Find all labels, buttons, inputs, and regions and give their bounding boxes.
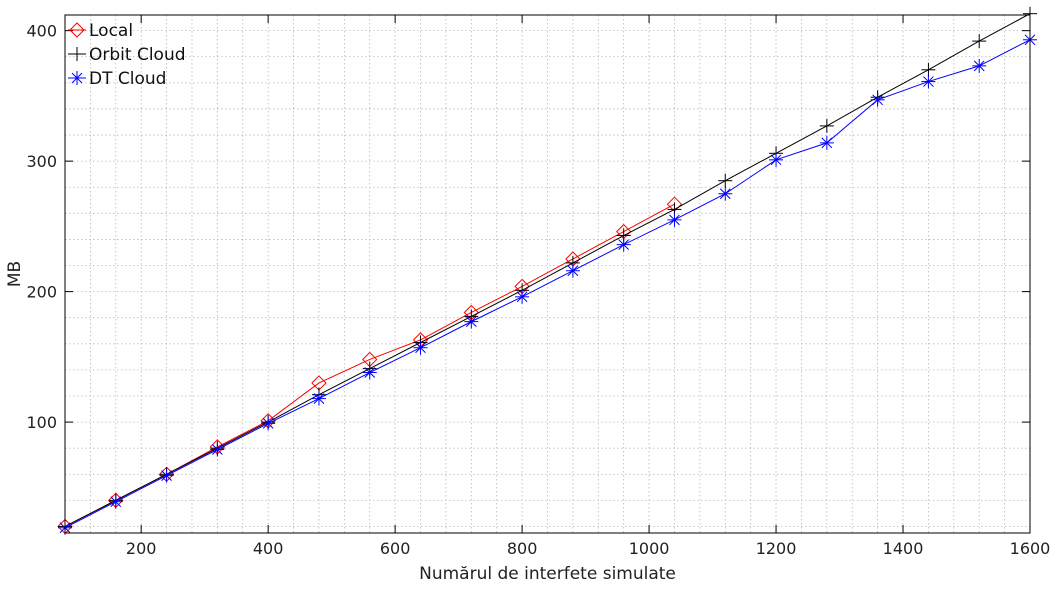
data-point-orbit-cloud: [718, 173, 733, 188]
legend-marker: [70, 47, 84, 61]
legend-item-local: Local: [68, 21, 133, 41]
data-point-dt-cloud: [210, 442, 225, 457]
x-axis-label: Numărul de interfete simulate: [419, 564, 676, 584]
legend-label: Orbit Cloud: [89, 45, 186, 65]
data-point-dt-cloud: [261, 416, 276, 431]
x-tick-label: 1600: [1010, 539, 1051, 558]
x-tick-label: 400: [253, 539, 284, 558]
legend-item-dt-cloud: DT Cloud: [68, 69, 166, 89]
data-point-dt-cloud: [108, 494, 123, 509]
x-tick-label: 600: [380, 539, 411, 558]
series-layer: [57, 6, 1037, 535]
x-tick-label: 1200: [756, 539, 797, 558]
legend-label: DT Cloud: [89, 69, 166, 89]
data-point-dt-cloud: [616, 237, 631, 252]
legend: Local Orbit Cloud DT Cloud: [68, 21, 186, 89]
y-tick-label: 200: [26, 283, 57, 302]
data-point-dt-cloud: [921, 74, 936, 89]
grid: [65, 15, 1030, 533]
data-point-dt-cloud: [819, 135, 834, 150]
data-point-dt-cloud: [464, 314, 479, 329]
legend-marker: [70, 71, 84, 85]
x-tick-label: 800: [507, 539, 538, 558]
data-point-dt-cloud: [769, 152, 784, 167]
data-point-dt-cloud: [565, 263, 580, 278]
legend-item-orbit-cloud: Orbit Cloud: [68, 45, 186, 65]
legend-marker: [69, 22, 85, 38]
legend-label: Local: [89, 21, 133, 41]
data-point-orbit-cloud: [921, 62, 936, 77]
data-point-dt-cloud: [159, 468, 174, 483]
y-tick-label: 400: [26, 22, 57, 41]
data-point-orbit-cloud: [819, 118, 834, 133]
data-point-dt-cloud: [870, 92, 885, 107]
y-axis-label: MB: [5, 261, 25, 287]
plot-area-frame: [64, 14, 1031, 534]
series-line-dt-cloud: [64, 39, 1031, 529]
data-point-dt-cloud: [413, 340, 428, 355]
series-line-orbit-cloud: [64, 13, 1031, 527]
data-point-dt-cloud: [311, 391, 326, 406]
data-point-orbit-cloud: [972, 34, 987, 49]
data-point-dt-cloud: [972, 58, 987, 73]
y-tick-label: 300: [26, 152, 57, 171]
axis-ticks: 200 400 600 800 1000 1200 1400 1600 100 200 300 400: [26, 15, 1050, 558]
data-point-dt-cloud: [362, 365, 377, 380]
x-tick-label: 1000: [629, 539, 670, 558]
y-tick-label: 100: [26, 413, 57, 432]
data-point-dt-cloud: [667, 212, 682, 227]
x-tick-label: 200: [126, 539, 157, 558]
x-tick-label: 1400: [883, 539, 924, 558]
data-point-dt-cloud: [515, 289, 530, 304]
data-point-dt-cloud: [718, 186, 733, 201]
series-dt-cloud: [58, 32, 1037, 535]
